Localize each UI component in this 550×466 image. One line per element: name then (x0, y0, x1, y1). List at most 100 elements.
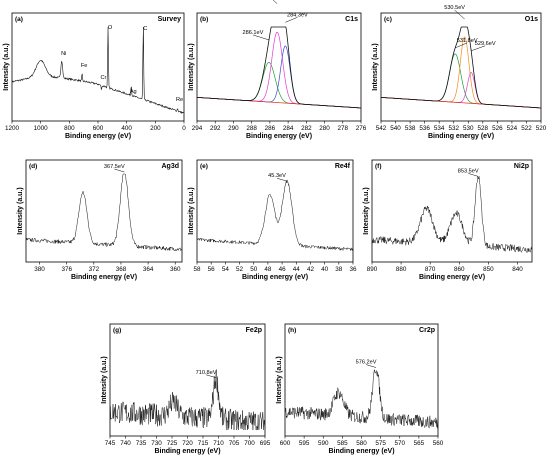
fit-component (196, 62, 362, 109)
x-tick-label: 725 (167, 440, 178, 447)
peak-label: C (143, 26, 147, 32)
peak-pointer (454, 9, 465, 20)
x-tick-label: 600 (93, 125, 104, 132)
peak-label: 286.1eV (243, 30, 264, 36)
peak-pointer (285, 17, 298, 23)
x-tick-label: 1000 (34, 125, 49, 132)
panel-label: (e) (200, 163, 208, 170)
plot-frame (196, 159, 354, 263)
x-tick-label: 44 (293, 266, 301, 273)
panel-label: (a) (15, 16, 23, 23)
chart-ni2p: 890 880 870 860 850 840 Binding energy (eV) Int… (363, 159, 533, 281)
peak-label: 710.8eV (196, 370, 217, 376)
fit-component (380, 36, 542, 109)
series-line (196, 179, 354, 252)
x-tick-label: 376 (61, 266, 72, 273)
panel-label: (f) (375, 163, 382, 170)
peak-pointer (365, 364, 377, 368)
x-tick-label: 200 (150, 125, 161, 132)
x-tick-label: 730 (151, 440, 162, 447)
peak-label: 530.5eV (444, 5, 465, 11)
peak-label: Ni (61, 51, 66, 57)
series-line (284, 369, 439, 429)
chart-ag3d: 380 376 372 368 364 360 Binding energy (eV) Int… (17, 159, 183, 281)
x-tick-label: 276 (356, 125, 367, 132)
peak-label: O (108, 25, 113, 31)
x-tick-label: 800 (64, 125, 75, 132)
x-tick-label: 735 (136, 440, 147, 447)
peak-label: Re (176, 97, 183, 103)
peak-label: 529.6eV (475, 41, 496, 47)
peak-label: 853.5eV (458, 168, 479, 174)
x-tick-label: 840 (512, 266, 523, 273)
x-tick-label: 534 (434, 125, 445, 132)
y-axis-label: Intensity (a.u.) (363, 187, 370, 234)
series-line (11, 26, 185, 115)
chart-re4f: 58 56 54 52 50 48 46 44 42 40 38 36 Binding energy (… (188, 159, 357, 281)
x-tick-label: 0 (182, 125, 186, 132)
x-tick-label: 372 (89, 266, 100, 273)
x-tick-label: 720 (182, 440, 193, 447)
x-axis-label: Binding energy (eV) (419, 274, 485, 281)
x-tick-label: 528 (478, 125, 489, 132)
series-line (196, 26, 362, 109)
peak-label: 576.2eV (356, 360, 377, 366)
fit-component (380, 53, 542, 109)
x-tick-label: 292 (210, 125, 221, 132)
x-tick-label: 360 (170, 266, 181, 273)
series-line (371, 176, 533, 254)
x-tick-label: 850 (483, 266, 494, 273)
y-axis-label: Intensity (a.u.) (188, 187, 195, 234)
x-tick-label: 700 (244, 440, 255, 447)
x-tick-label: 294 (192, 125, 203, 132)
x-tick-label: 522 (521, 125, 532, 132)
y-axis-label: Intensity (a.u.) (372, 43, 379, 90)
x-tick-label: 715 (198, 440, 209, 447)
x-tick-label: 38 (335, 266, 343, 273)
chart-fe2p: 745 740 735 730 725 720 715 710 705 700 695 Binding… (101, 323, 271, 455)
x-tick-label: 282 (301, 125, 312, 132)
x-tick-label: 745 (105, 440, 116, 447)
x-tick-label: 565 (414, 440, 425, 447)
chart-o1s: 542 540 538 536 534 532 530 528 526 524 522 520 Bind… (372, 5, 547, 140)
panel-title: Fe2p (246, 327, 262, 334)
peak-label: 367.5eV (104, 164, 125, 170)
x-tick-label: 288 (246, 125, 257, 132)
x-tick-label: 526 (492, 125, 503, 132)
peak-label: 284.3eV (287, 12, 308, 18)
x-tick-label: 532 (448, 125, 459, 132)
x-tick-label: 536 (419, 125, 430, 132)
x-tick-label: 595 (299, 440, 310, 447)
x-tick-label: 520 (536, 125, 547, 132)
x-tick-label: 538 (405, 125, 416, 132)
y-axis-label: Intensity (a.u.) (188, 43, 195, 90)
x-tick-label: 48 (264, 266, 272, 273)
series-line (109, 369, 266, 431)
x-tick-label: 870 (425, 266, 436, 273)
plot-frame (371, 159, 533, 263)
y-axis-label: Intensity (a.u.) (3, 43, 10, 90)
panel-label: (c) (384, 16, 392, 23)
x-tick-label: 278 (338, 125, 349, 132)
x-tick-label: 705 (229, 440, 240, 447)
x-tick-label: 524 (507, 125, 518, 132)
peak-pointer (468, 173, 479, 177)
panel-title: O1s (525, 16, 538, 23)
x-tick-label: 380 (34, 266, 45, 273)
x-tick-label: 570 (394, 440, 405, 447)
peak-pointer (471, 45, 486, 52)
chart-c1s: 294 292 290 288 286 284 282 280 278 276 Binding en… (188, 0, 367, 140)
x-tick-label: 58 (193, 266, 201, 273)
peak-pointer (252, 34, 270, 41)
x-tick-label: 585 (337, 440, 348, 447)
x-tick-label: 530 (463, 125, 474, 132)
x-tick-label: 286 (265, 125, 276, 132)
x-tick-label: 860 (454, 266, 465, 273)
x-tick-label: 590 (318, 440, 329, 447)
plot-frame (196, 12, 362, 122)
x-tick-label: 290 (228, 125, 239, 132)
x-tick-label: 890 (367, 266, 378, 273)
x-axis-label: Binding energy (eV) (246, 133, 312, 140)
peak-label: Fe (81, 63, 88, 69)
x-axis-label: Binding energy (eV) (242, 274, 308, 281)
